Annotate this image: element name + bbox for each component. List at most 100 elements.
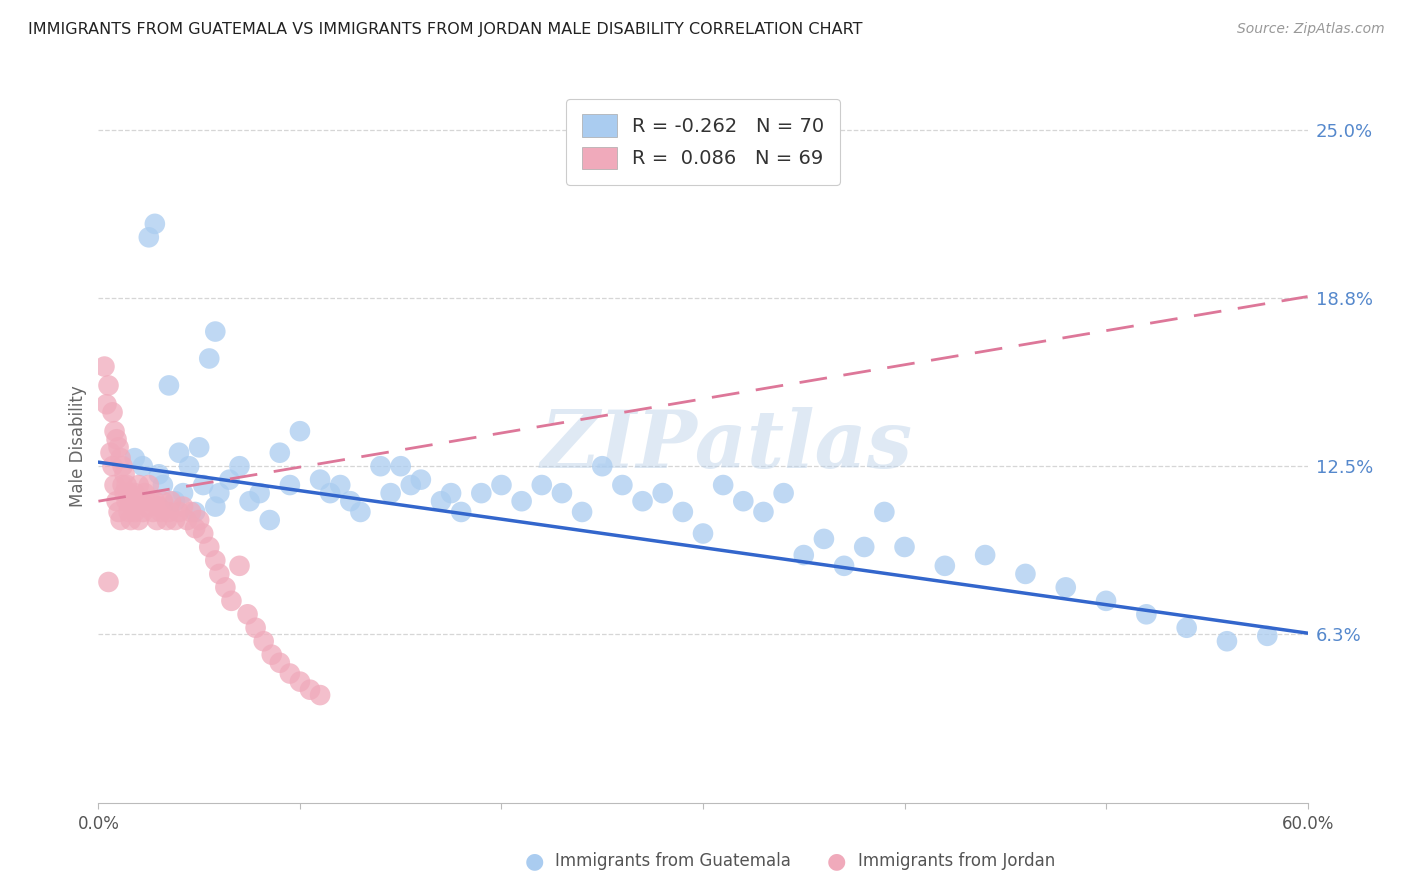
Point — [163, 494, 186, 508]
Point — [204, 553, 226, 567]
Text: ●: ● — [827, 851, 846, 871]
Point — [93, 359, 115, 374]
Point — [157, 378, 180, 392]
Point — [239, 494, 262, 508]
Point — [179, 459, 201, 474]
Text: Source: ZipAtlas.com: Source: ZipAtlas.com — [1237, 22, 1385, 37]
Point — [204, 325, 226, 339]
Text: ●: ● — [524, 851, 544, 871]
Point — [218, 473, 240, 487]
Point — [530, 478, 553, 492]
Point — [188, 441, 211, 455]
Point — [1054, 580, 1077, 594]
Point — [135, 500, 157, 514]
Point — [160, 494, 183, 508]
Point — [198, 351, 221, 366]
Point — [139, 494, 162, 508]
Point — [1135, 607, 1157, 622]
Point — [329, 478, 352, 492]
Point — [228, 558, 250, 573]
Point — [813, 532, 835, 546]
Point — [571, 505, 593, 519]
Point — [752, 505, 775, 519]
Point — [491, 478, 513, 492]
Point — [167, 505, 190, 519]
Point — [128, 513, 150, 527]
Point — [1095, 594, 1118, 608]
Text: IMMIGRANTS FROM GUATEMALA VS IMMIGRANTS FROM JORDAN MALE DISABILITY CORRELATION : IMMIGRANTS FROM GUATEMALA VS IMMIGRANTS … — [28, 22, 863, 37]
Point — [176, 513, 198, 527]
Point — [278, 666, 301, 681]
Point — [101, 405, 124, 419]
Point — [974, 548, 997, 562]
Point — [651, 486, 673, 500]
Point — [142, 505, 165, 519]
Point — [510, 494, 533, 508]
Point — [180, 505, 202, 519]
Point — [96, 397, 118, 411]
Point — [110, 451, 132, 466]
Point — [120, 513, 142, 527]
Point — [111, 459, 134, 474]
Text: Immigrants from Guatemala: Immigrants from Guatemala — [555, 852, 792, 870]
Point — [339, 494, 361, 508]
Point — [105, 494, 128, 508]
Point — [146, 513, 169, 527]
Point — [934, 558, 956, 573]
Point — [409, 473, 432, 487]
Point — [103, 424, 125, 438]
Point — [138, 478, 160, 492]
Point — [208, 486, 231, 500]
Point — [143, 217, 166, 231]
Point — [172, 486, 194, 500]
Point — [259, 513, 281, 527]
Point — [138, 230, 160, 244]
Point — [184, 521, 207, 535]
Point — [253, 634, 276, 648]
Point — [450, 505, 472, 519]
Point — [111, 478, 134, 492]
Point — [440, 486, 463, 500]
Point — [97, 574, 120, 589]
Point — [245, 621, 267, 635]
Point — [249, 486, 271, 500]
Point — [389, 459, 412, 474]
Point — [612, 478, 634, 492]
Point — [380, 486, 402, 500]
Point — [148, 500, 170, 514]
Point — [893, 540, 915, 554]
Point — [156, 513, 179, 527]
Point — [309, 688, 332, 702]
Point — [672, 505, 695, 519]
Point — [288, 674, 311, 689]
Point — [149, 505, 172, 519]
Point — [107, 505, 129, 519]
Point — [97, 378, 120, 392]
Point — [208, 566, 231, 581]
Legend: R = -0.262   N = 70, R =  0.086   N = 69: R = -0.262 N = 70, R = 0.086 N = 69 — [567, 99, 839, 185]
Point — [733, 494, 755, 508]
Point — [115, 478, 138, 492]
Point — [288, 424, 311, 438]
Point — [105, 432, 128, 446]
Point — [1216, 634, 1239, 648]
Point — [551, 486, 574, 500]
Point — [157, 505, 180, 519]
Point — [167, 446, 190, 460]
Point — [184, 505, 207, 519]
Point — [711, 478, 734, 492]
Point — [309, 473, 332, 487]
Point — [115, 494, 138, 508]
Point — [793, 548, 815, 562]
Text: ZIPatlas: ZIPatlas — [541, 408, 914, 484]
Point — [198, 540, 221, 554]
Point — [148, 467, 170, 482]
Point — [221, 594, 243, 608]
Point — [1175, 621, 1198, 635]
Point — [172, 500, 194, 514]
Point — [299, 682, 322, 697]
Point — [214, 580, 236, 594]
Point — [1014, 566, 1036, 581]
Point — [107, 441, 129, 455]
Point — [118, 486, 141, 500]
